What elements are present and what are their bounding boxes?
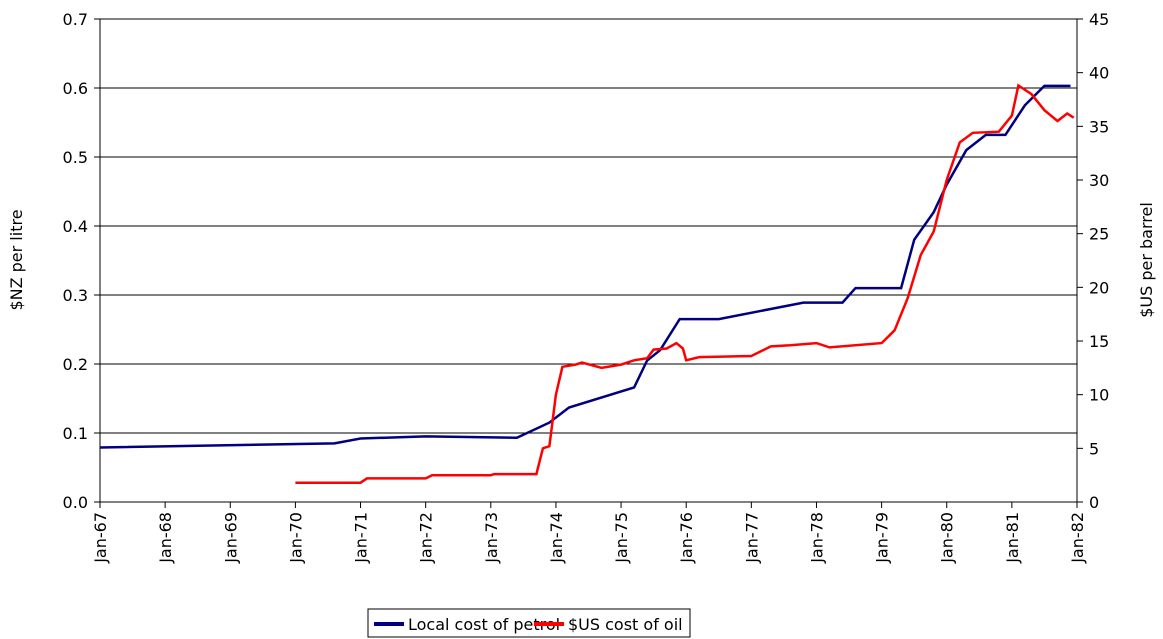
y2-axis-label: $US per barrel — [1137, 202, 1156, 318]
x-tick-label: Jan-68 — [156, 512, 175, 564]
legend-box — [367, 608, 691, 638]
x-tick-label: Jan-74 — [547, 512, 566, 564]
y-tick-label: 0.0 — [63, 493, 88, 512]
y2-tick-label: 20 — [1089, 278, 1109, 297]
x-tick-label: Jan-67 — [91, 512, 110, 564]
x-tick-label: Jan-76 — [677, 512, 696, 564]
y-tick-label: 0.4 — [63, 217, 88, 236]
y2-tick-label: 30 — [1089, 171, 1109, 190]
y2-tick-label: 10 — [1089, 386, 1109, 405]
y2-tick-label: 35 — [1089, 117, 1109, 136]
x-tick-label: Jan-75 — [612, 512, 631, 564]
x-tick-label: Jan-78 — [807, 512, 826, 564]
y-tick-label: 0.3 — [63, 286, 88, 305]
x-tick-label: Jan-72 — [417, 512, 436, 564]
x-tick-label: Jan-81 — [1003, 512, 1022, 564]
y2-tick-label: 25 — [1089, 225, 1109, 244]
y-tick-label: 0.5 — [63, 148, 88, 167]
legend-label: $US cost of oil — [568, 615, 683, 634]
legend-label: Local cost of petrol — [408, 615, 560, 634]
x-tick-label: Jan-82 — [1068, 512, 1087, 564]
x-tick-label: Jan-73 — [482, 512, 501, 564]
y2-tick-label: 5 — [1089, 439, 1099, 458]
y-axis-label: $NZ per litre — [7, 209, 26, 310]
x-tick-label: Jan-80 — [938, 512, 957, 564]
x-tick-label: Jan-70 — [286, 512, 305, 564]
y2-tick-label: 0 — [1089, 493, 1099, 512]
x-tick-label: Jan-69 — [221, 512, 240, 564]
x-tick-label: Jan-71 — [352, 512, 371, 564]
x-tick-label: Jan-79 — [873, 512, 892, 564]
y2-tick-label: 15 — [1089, 332, 1109, 351]
y-tick-label: 0.7 — [63, 10, 88, 29]
y-tick-label: 0.1 — [63, 424, 88, 443]
y2-tick-label: 40 — [1089, 64, 1109, 83]
y2-tick-label: 45 — [1089, 10, 1109, 29]
y-tick-label: 0.2 — [63, 355, 88, 374]
series-line — [295, 83, 1075, 484]
series-line — [99, 84, 1071, 449]
y-tick-label: 0.6 — [63, 79, 88, 98]
x-tick-label: Jan-77 — [742, 512, 761, 564]
